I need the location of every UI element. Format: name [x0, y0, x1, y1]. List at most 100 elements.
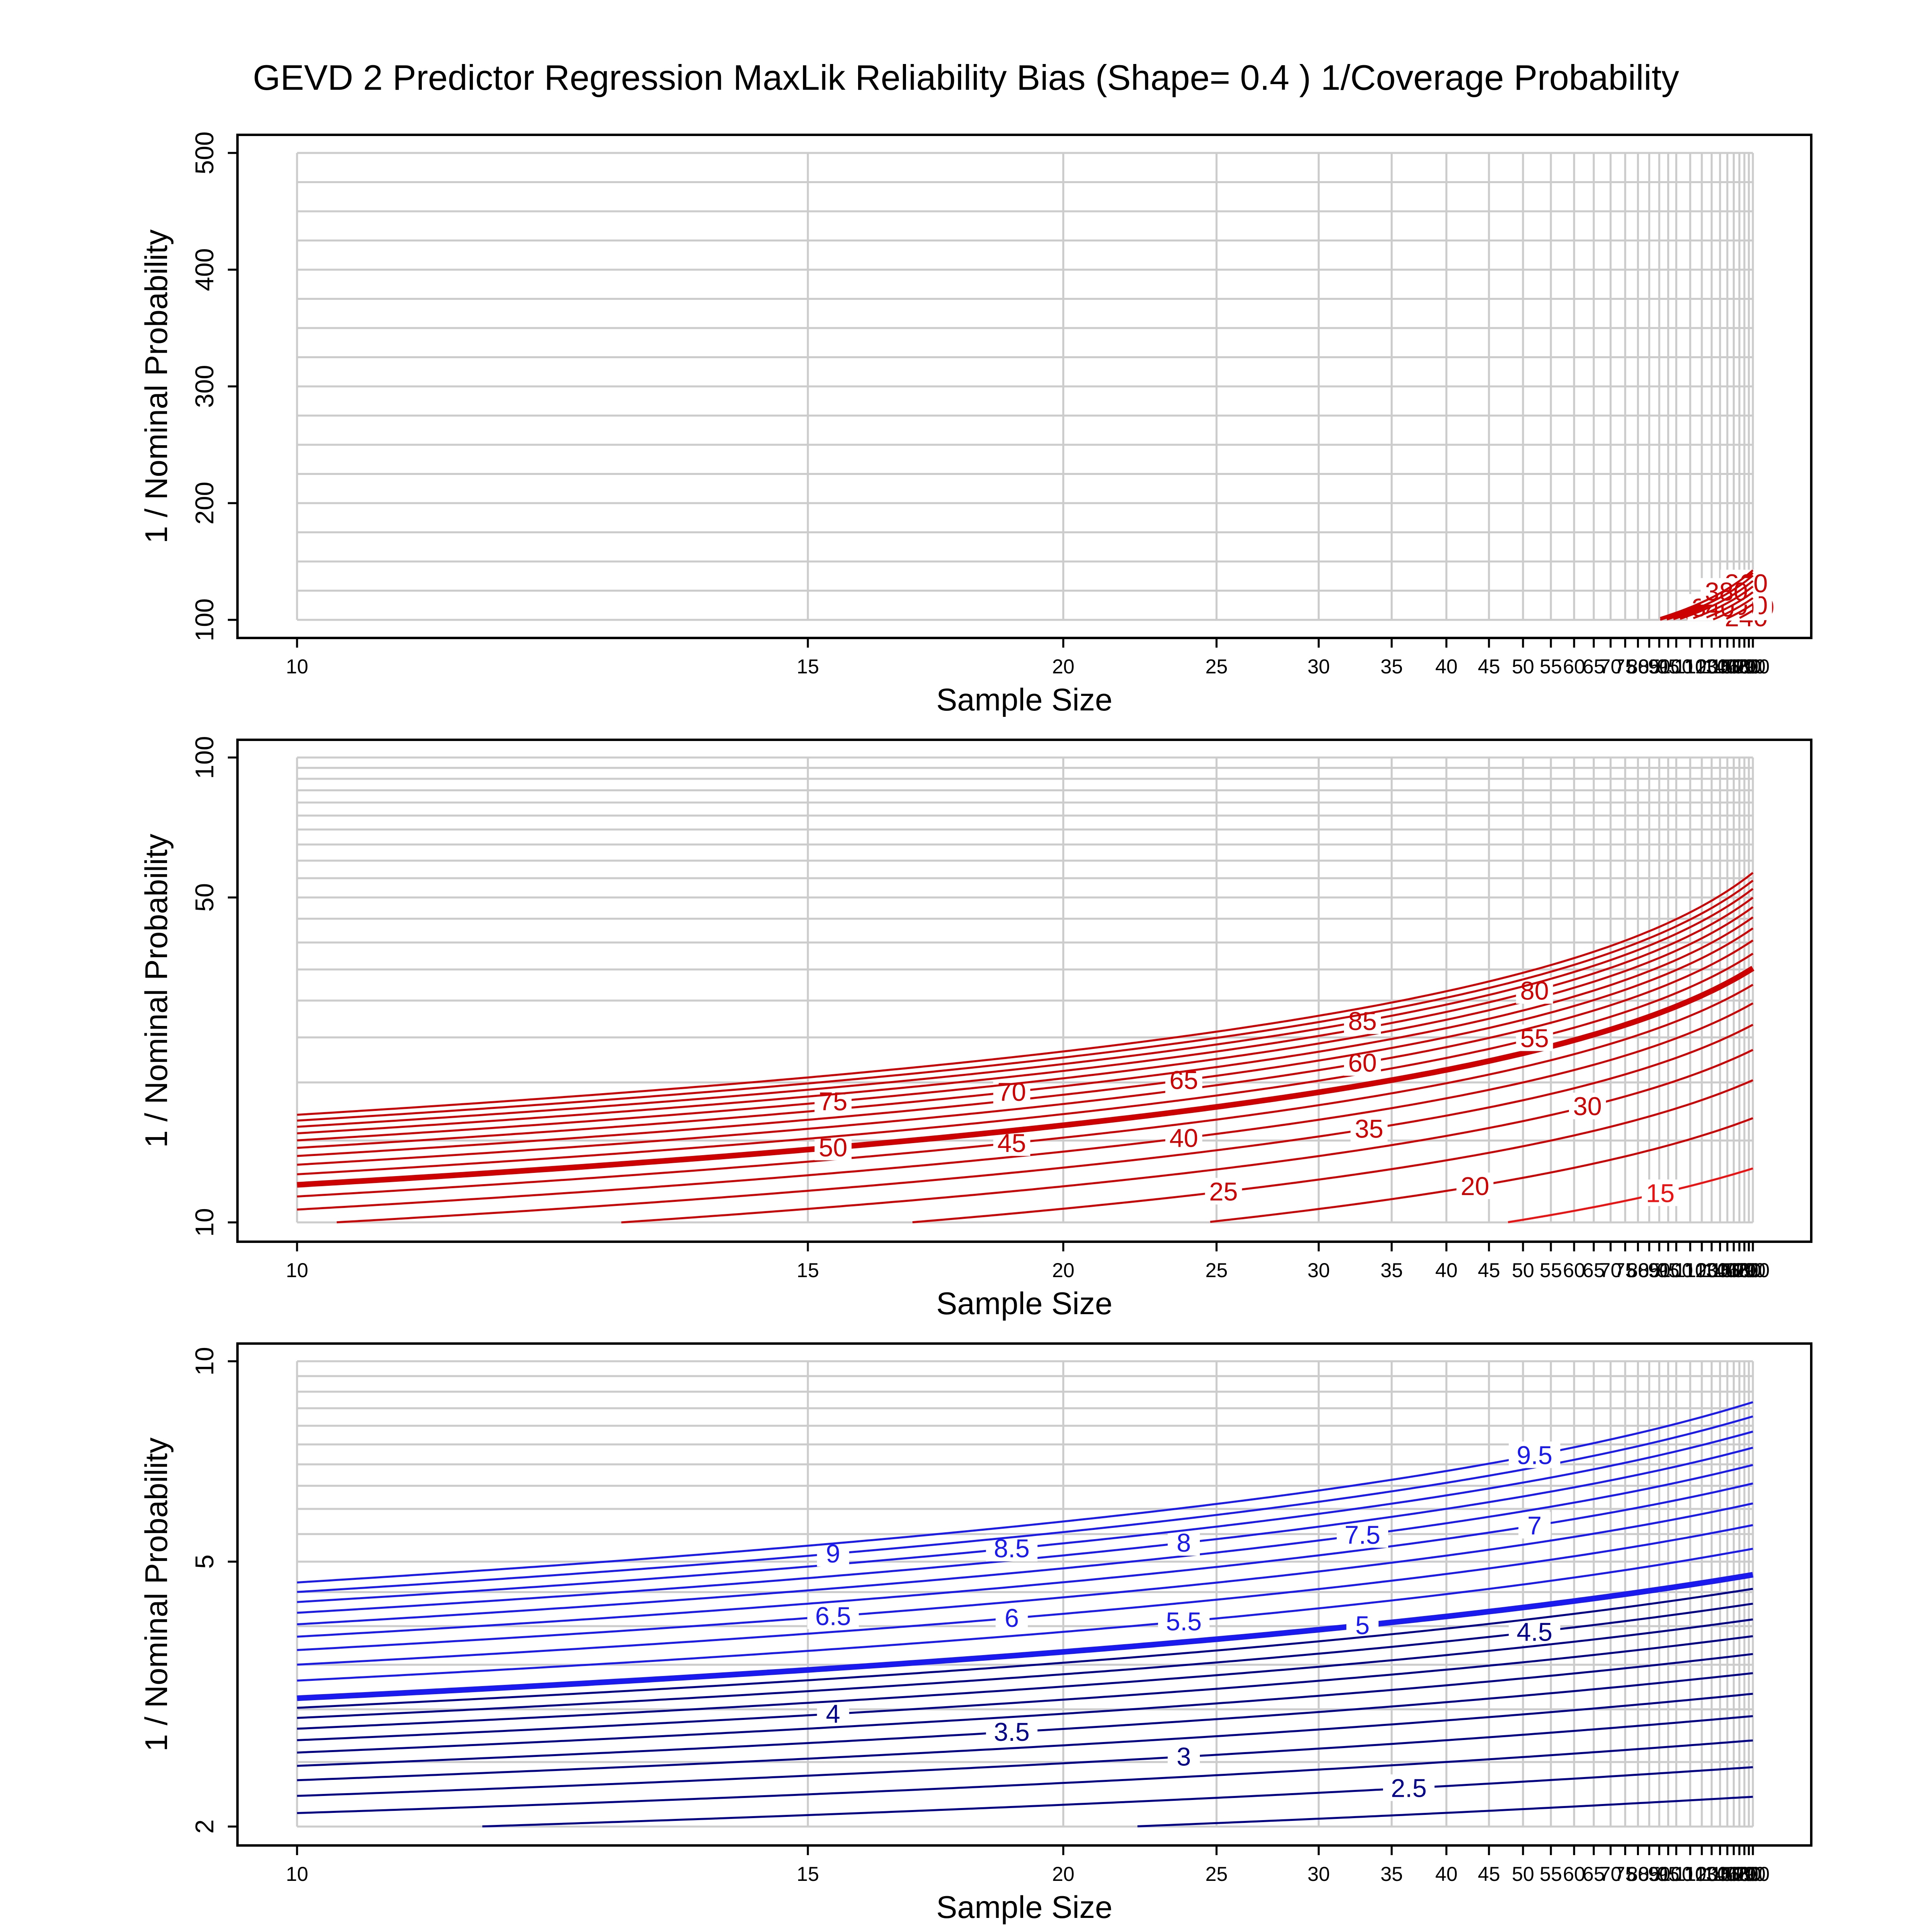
- contour-label-bg: [1168, 1529, 1200, 1556]
- contour-label-bg: [1158, 1608, 1210, 1635]
- y-tick-label: 500: [190, 132, 219, 175]
- contour-label-4: 4: [826, 1699, 840, 1728]
- contour-line-80: [297, 896, 1754, 1135]
- x-tick-label: 25: [1205, 655, 1228, 678]
- contour-line-3-25: [297, 1693, 1753, 1781]
- contour-line-4-25: [297, 1618, 1753, 1730]
- contour-line-310: [1706, 591, 1754, 619]
- x-tick-label: 200: [1736, 1863, 1769, 1885]
- x-tick-label: 95: [1657, 655, 1680, 678]
- x-tick-label: 190: [1732, 655, 1765, 678]
- contour-label-3-5: 3.5: [994, 1717, 1030, 1746]
- x-tick-label: 160: [1717, 655, 1750, 678]
- figure-title: GEVD 2 Predictor Regression MaxLik Relia…: [253, 58, 1679, 97]
- x-axis-title: Sample Size: [936, 1286, 1113, 1321]
- x-tick-label: 150: [1711, 1863, 1744, 1885]
- x-tick-label: 55: [1540, 655, 1562, 678]
- contour-label-bg: [807, 1602, 859, 1629]
- contour-line-30: [621, 1049, 1754, 1224]
- grid: [296, 756, 1754, 1224]
- x-tick-label: 100: [1660, 655, 1693, 678]
- x-tick-label: 70: [1600, 655, 1622, 678]
- y-tick-label: 100: [190, 599, 219, 642]
- contour-label-6-5: 6.5: [815, 1602, 851, 1631]
- panel-1: 10 15 20 25 30 35 40 45 50 55 60657075808590951001…: [138, 132, 1812, 717]
- x-tick-label: 80: [1627, 1259, 1649, 1282]
- grid: [296, 152, 1754, 621]
- x-tick-label: 120: [1685, 1259, 1718, 1282]
- x-tick-label: 140: [1703, 1863, 1737, 1885]
- contour-line-50: [297, 966, 1754, 1188]
- y-axis: 2 5 10: [190, 1347, 237, 1834]
- contour-label-bg: [1516, 977, 1553, 1004]
- x-tick-label: 40: [1435, 655, 1458, 678]
- plot-frame: [236, 739, 1812, 1243]
- y-axis-title: 1 / Nominal Probability: [138, 834, 174, 1148]
- x-axis: 10 15 20 25 30 35 40 45 50 55 60657075808590951001…: [286, 1845, 1770, 1885]
- x-tick-label: 60: [1563, 1863, 1585, 1885]
- x-tick-label: 90: [1648, 1863, 1671, 1885]
- x-tick-label: 10: [286, 655, 308, 678]
- contour-line-7-5: [297, 1464, 1753, 1625]
- x-tick-label: 200: [1736, 1259, 1769, 1282]
- x-tick-label: 50: [1512, 1863, 1534, 1885]
- contour-label-5-5: 5.5: [1166, 1607, 1202, 1636]
- x-tick-label: 85: [1638, 655, 1661, 678]
- contour-label-bg: [1346, 1612, 1379, 1639]
- x-tick-label: 35: [1381, 1863, 1403, 1885]
- x-tick-label: 75: [1614, 1259, 1637, 1282]
- x-tick-label: 20: [1052, 1259, 1075, 1282]
- x-tick-label: 110: [1674, 1259, 1706, 1282]
- y-axis: 100 200 300 400 500: [190, 132, 237, 642]
- x-tick-label: 130: [1695, 655, 1728, 678]
- x-tick-label: 35: [1381, 655, 1403, 678]
- x-tick-label: 45: [1478, 1259, 1500, 1282]
- contour-line-15: [1508, 1167, 1753, 1223]
- x-tick-label: 15: [797, 655, 819, 678]
- x-tick-label: 55: [1540, 1863, 1562, 1885]
- plot-frame: [236, 1342, 1812, 1847]
- y-axis-title: 1 / Nominal Probability: [138, 229, 174, 543]
- x-tick-label: 90: [1648, 655, 1671, 678]
- contours: 2.533.544.555.566.577.588.599.5: [297, 1401, 1754, 1828]
- contour-label-20: 20: [1461, 1172, 1489, 1201]
- x-tick-label: 150: [1711, 1259, 1744, 1282]
- x-tick-label: 15: [797, 1863, 819, 1885]
- contour-line-350: [1680, 580, 1754, 620]
- x-tick-label: 120: [1685, 655, 1718, 678]
- contour-line-290: [1713, 597, 1754, 621]
- contours: 240260280300320340360380: [1660, 569, 1779, 632]
- contour-line-95: [297, 872, 1754, 1116]
- contour-label-bg: [1350, 1115, 1388, 1142]
- contour-line-2-75: [297, 1739, 1753, 1814]
- x-tick-label: 170: [1723, 1259, 1756, 1282]
- contour-line-6-5: [297, 1502, 1753, 1651]
- x-tick-label: 30: [1307, 1863, 1330, 1885]
- x-tick-label: 30: [1307, 1259, 1330, 1282]
- contour-line-250: [1739, 609, 1754, 619]
- x-tick-label: 110: [1674, 1863, 1706, 1885]
- panel-2: 10 15 20 25 30 35 40 45 50 55 60657075808590951001…: [138, 736, 1812, 1321]
- x-tick-label: 35: [1381, 1259, 1403, 1282]
- y-tick-label: 10: [190, 1347, 219, 1375]
- contour-line-270: [1726, 603, 1754, 620]
- contour-line-55: [297, 952, 1754, 1175]
- contour-line-2-25: [1137, 1796, 1753, 1827]
- contour-label-bg: [817, 1700, 849, 1727]
- x-tick-label: 190: [1732, 1863, 1765, 1885]
- x-tick-label: 80: [1627, 655, 1649, 678]
- contour-label-bg: [1516, 1024, 1553, 1051]
- panels: 10 15 20 25 30 35 40 45 50 55 60657075808590951001…: [138, 132, 1812, 1925]
- contour-label-bg: [1168, 1743, 1200, 1770]
- y-tick-label: 100: [190, 736, 219, 779]
- contour-line-4: [297, 1635, 1753, 1741]
- contour-label-bg: [1641, 1179, 1679, 1206]
- contour-line-85: [297, 888, 1754, 1128]
- contour-line-5-5: [297, 1548, 1753, 1682]
- x-tick-label: 20: [1052, 1863, 1075, 1885]
- x-tick-label: 85: [1638, 1259, 1661, 1282]
- contour-label-4-5: 4.5: [1517, 1617, 1552, 1646]
- x-tick-label: 180: [1728, 1863, 1761, 1885]
- x-tick-label: 180: [1728, 1259, 1761, 1282]
- x-tick-label: 100: [1660, 1863, 1693, 1885]
